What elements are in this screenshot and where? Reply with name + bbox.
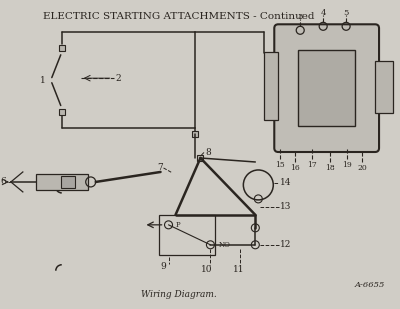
Text: A-6655: A-6655	[355, 281, 385, 289]
Bar	[298, 50, 355, 126]
Text: 14: 14	[280, 178, 292, 188]
Text: 1: 1	[40, 76, 46, 85]
Text: 10: 10	[201, 265, 212, 274]
Bar	[198, 155, 204, 161]
Bar	[375, 61, 393, 113]
Text: 3: 3	[298, 13, 303, 21]
Bar	[192, 131, 198, 137]
Text: 7: 7	[157, 163, 162, 172]
Text: 15: 15	[275, 161, 285, 169]
Text: 12: 12	[280, 240, 292, 249]
Text: 13: 13	[280, 202, 292, 211]
Bar	[158, 215, 216, 255]
Bar	[36, 174, 88, 190]
Text: 9: 9	[161, 262, 166, 271]
Text: NO: NO	[218, 241, 230, 249]
Text: 20: 20	[357, 164, 367, 172]
Text: 6: 6	[0, 177, 6, 186]
Text: ELECTRIC STARTING ATTACHMENTS - Continued: ELECTRIC STARTING ATTACHMENTS - Continue…	[43, 12, 314, 21]
FancyBboxPatch shape	[274, 24, 379, 152]
Text: 17: 17	[307, 161, 317, 169]
Text: 5: 5	[344, 9, 349, 17]
Text: 18: 18	[325, 164, 335, 172]
Bar	[59, 45, 65, 51]
Text: 4: 4	[320, 9, 326, 17]
Text: 8: 8	[206, 147, 211, 156]
Text: 19: 19	[342, 161, 352, 169]
Text: 16: 16	[290, 164, 300, 172]
Bar	[264, 52, 278, 120]
Text: P: P	[176, 221, 180, 229]
Text: Wiring Diagram.: Wiring Diagram.	[141, 290, 216, 299]
Text: 11: 11	[233, 265, 244, 274]
Text: 2: 2	[116, 74, 121, 83]
Bar	[61, 176, 75, 188]
Bar	[59, 109, 65, 115]
